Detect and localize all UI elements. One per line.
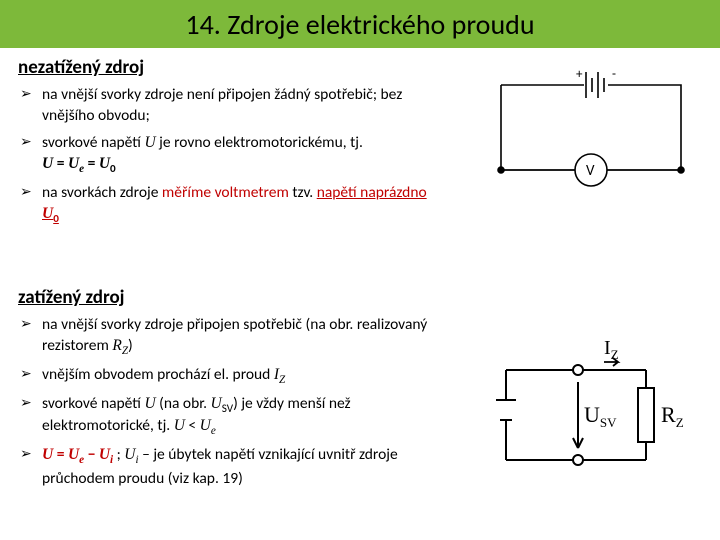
bullet-a1: na vnější svorky zdroje není připojen žá… <box>18 85 438 127</box>
header-bar: 14. Zdroje elektrického proudu <box>0 0 720 48</box>
page-title: 14. Zdroje elektrického proudu <box>185 7 534 42</box>
usv-label: USV <box>584 402 617 430</box>
circuit-diagram-unloaded: + - V <box>486 60 696 200</box>
bullet-a3: na svorkách zdroje měříme voltmetrem tzv… <box>18 183 438 226</box>
bullet-b4: U = Ue − Ui ; Ui – je úbytek napětí vzni… <box>18 445 438 489</box>
minus-label: - <box>612 67 616 82</box>
section-a-bullets: na vnější svorky zdroje není připojen žá… <box>18 85 438 226</box>
bullet-b2: vnějším obvodem prochází el. proud IZ <box>18 365 438 388</box>
bullet-b1: na vnější svorky zdroje připojen spotřeb… <box>18 315 438 359</box>
section-b-title: zatížený zdroj <box>18 286 702 309</box>
section-b-bullets: na vnější svorky zdroje připojen spotřeb… <box>18 315 438 490</box>
voltmeter-label: V <box>586 162 595 180</box>
iz-label: IZ <box>604 337 619 362</box>
rz-label: RZ <box>661 402 684 430</box>
plus-label: + <box>576 67 583 82</box>
bullet-a2: svorkové napětí U je rovno elektromotori… <box>18 133 438 177</box>
bullet-b3: svorkové napětí U (na obr. USV) je vždy … <box>18 394 438 439</box>
circuit-diagram-loaded: IZ USV RZ <box>486 330 696 500</box>
